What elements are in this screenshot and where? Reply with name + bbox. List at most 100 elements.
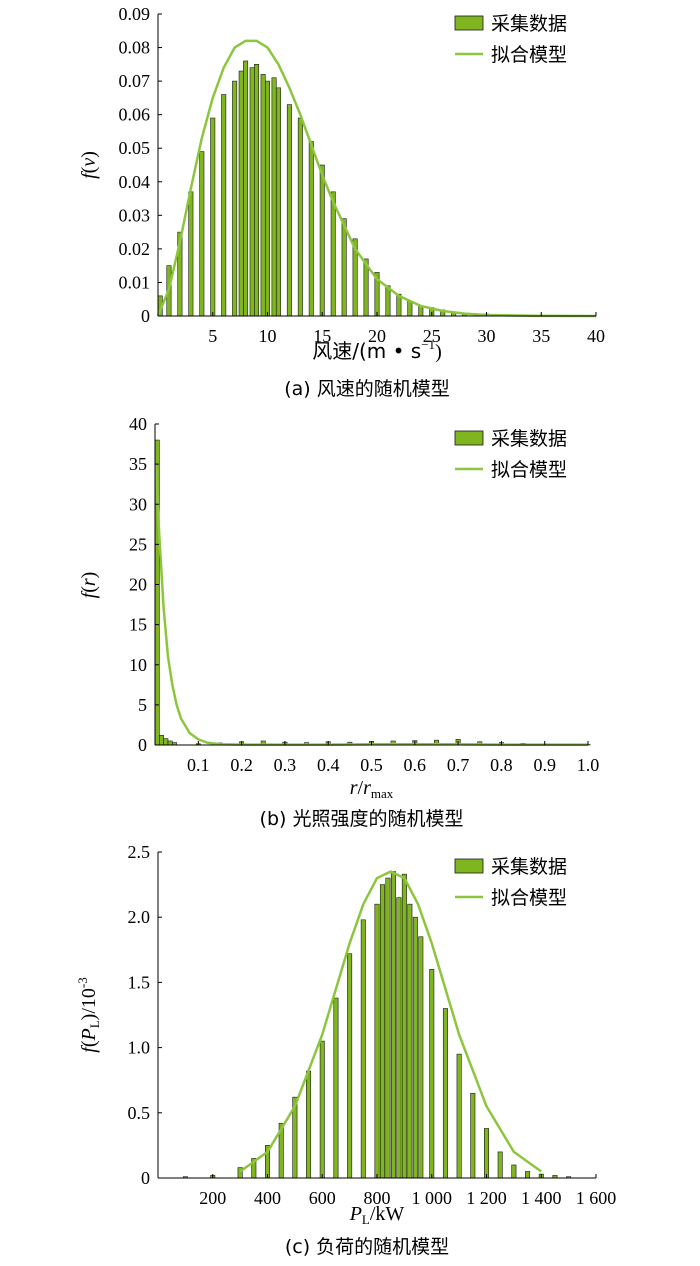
histogram-bar [286, 104, 292, 317]
x-axis-label: r/rmax [350, 777, 394, 801]
histogram-bar [308, 141, 314, 317]
legend-label-line: 拟合模型 [491, 887, 567, 909]
histogram-bar [333, 997, 339, 1179]
histogram-bar [297, 117, 303, 317]
y-tick-label: 20 [129, 575, 147, 595]
x-tick-label: 1 000 [412, 1188, 453, 1208]
histogram-bar [260, 74, 266, 317]
x-tick-label: 1 200 [466, 1188, 507, 1208]
x-tick-label: 800 [364, 1188, 391, 1208]
histogram-bar [249, 67, 255, 317]
y-axis-label: f(r) [78, 572, 100, 599]
y-tick-label: 1.0 [128, 1038, 151, 1058]
legend-label-bars: 采集数据 [491, 428, 567, 450]
x-tick-label: 25 [423, 326, 441, 346]
x-tick-label: 5 [208, 326, 217, 346]
histogram-bar [456, 1053, 462, 1179]
y-tick-label: 0.08 [119, 38, 151, 58]
histogram-bar [407, 903, 413, 1179]
y-tick-label: 0.02 [119, 239, 151, 259]
histogram-bar [385, 877, 391, 1179]
y-tick-label: 1.5 [128, 972, 151, 992]
fit-curve [239, 870, 542, 1173]
histogram-bar [232, 80, 238, 317]
x-tick-label: 15 [313, 326, 331, 346]
panel-caption: (a) 风速的随机模型 [284, 378, 450, 400]
histogram-bar [159, 735, 164, 746]
histogram-bar [497, 1151, 503, 1179]
x-tick-label: 0.3 [274, 755, 297, 775]
panel-caption: (c) 负荷的随机模型 [285, 1236, 449, 1258]
histogram-bar [221, 94, 227, 317]
x-axis-label: 风速/(m • s−1) [312, 337, 441, 363]
histogram-bar [374, 903, 380, 1179]
panel-caption: (b) 光照强度的随机模型 [260, 808, 464, 830]
legend-label-bars: 采集数据 [491, 13, 567, 35]
legend-swatch-bars [454, 15, 484, 31]
x-tick-label: 400 [254, 1188, 281, 1208]
chart-panel-2: 0.1 0.2 0.3 0.4 0.5 0.6 0.7 0.8 0.9 1.0 0 5 10 15 20 25… [78, 414, 599, 830]
legend-label-line: 拟合模型 [491, 459, 567, 481]
x-tick-label: 1.0 [577, 755, 600, 775]
histogram-bars [154, 439, 591, 746]
histogram-bar [385, 285, 391, 317]
x-tick-label: 30 [478, 326, 496, 346]
x-tick-label: 0.7 [447, 755, 470, 775]
x-tick-label: 1 600 [576, 1188, 617, 1208]
histogram-bar [188, 191, 194, 317]
histogram-bar [401, 873, 407, 1179]
legend-swatch-bars [454, 858, 484, 874]
y-tick-label: 25 [129, 534, 147, 554]
y-tick-label: 0.01 [119, 272, 151, 292]
chart-panel-3: 200 400 600 800 1 000 1 200 1 400 1 600 0 0.5 1.0 1… [75, 842, 616, 1258]
x-tick-label: 0.1 [187, 755, 210, 775]
y-axis-label: f(v) [78, 151, 100, 179]
x-tick-label: 35 [532, 326, 550, 346]
histogram-bar [470, 1092, 476, 1179]
x-tick-label: 600 [309, 1188, 336, 1208]
histogram-bar [167, 740, 173, 746]
y-tick-label: 0.5 [128, 1103, 151, 1123]
x-tick-label: 1 400 [521, 1188, 562, 1208]
histogram-bar [396, 897, 402, 1179]
y-tick-label: 15 [129, 615, 147, 635]
x-tick-label: 0.9 [533, 755, 556, 775]
histogram-bar [511, 1164, 517, 1179]
histogram-bar [429, 969, 435, 1179]
histogram-bar [379, 884, 385, 1179]
legend-label-bars: 采集数据 [491, 856, 567, 878]
histogram-bar [319, 164, 325, 317]
y-tick-label: 35 [129, 454, 147, 474]
legend-swatch-bars [454, 430, 484, 446]
histogram-bar [525, 1171, 531, 1179]
y-tick-label: 0 [141, 306, 150, 326]
histogram-bar [442, 1008, 448, 1179]
y-tick-label: 5 [138, 695, 147, 715]
y-tick-label: 0.09 [119, 4, 151, 24]
x-tick-label: 0.8 [490, 755, 513, 775]
histogram-bar [243, 60, 249, 317]
x-axis-label: PL/kW [349, 1203, 405, 1227]
x-tick-label: 0.5 [360, 755, 383, 775]
y-tick-label: 0 [138, 735, 147, 755]
fit-curve [156, 39, 597, 318]
histogram-bar [418, 936, 424, 1179]
histogram-bar [163, 738, 169, 746]
y-tick-label: 0.03 [119, 205, 151, 225]
fit-curve [154, 464, 588, 746]
histogram-bar [319, 1040, 325, 1179]
y-tick-label: 10 [129, 655, 147, 675]
histogram-bar [238, 70, 244, 317]
histogram-bar [484, 1128, 489, 1179]
x-tick-label: 10 [259, 326, 277, 346]
x-tick-label: 200 [199, 1188, 226, 1208]
histogram-bar [407, 300, 413, 317]
y-tick-label: 0.04 [119, 172, 151, 192]
histogram-bar [271, 77, 277, 317]
legend-label-line: 拟合模型 [491, 44, 567, 66]
x-tick-label: 0.6 [404, 755, 427, 775]
y-tick-label: 0.06 [119, 105, 151, 125]
